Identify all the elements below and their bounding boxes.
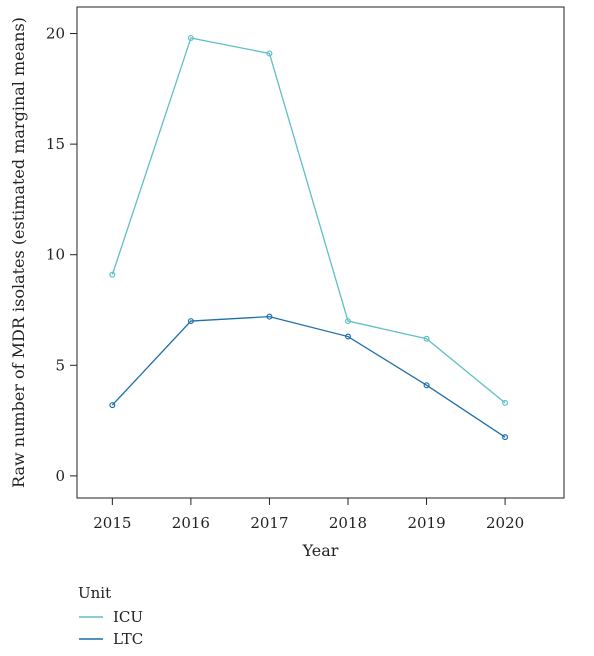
data-point-ltc xyxy=(502,434,509,441)
data-point-icu xyxy=(109,271,116,278)
x-axis: 2015 2016 2017 2018 2019 2020 xyxy=(93,498,524,532)
legend-title: Unit xyxy=(78,584,111,602)
legend-label-icu: ICU xyxy=(113,608,143,626)
x-axis-title: Year xyxy=(302,541,339,560)
series-layer xyxy=(109,34,509,441)
y-tick-label: 10 xyxy=(46,246,65,264)
data-point-icu xyxy=(344,318,351,325)
y-tick-label: 20 xyxy=(46,25,65,43)
y-tick-label: 5 xyxy=(55,356,65,374)
data-point-ltc xyxy=(266,313,273,320)
data-point-ltc xyxy=(187,318,194,325)
data-point-icu xyxy=(187,34,194,41)
legend: Unit ICU LTC xyxy=(78,584,143,648)
y-axis-title: Raw number of MDR isolates (estimated ma… xyxy=(9,17,28,488)
data-point-icu xyxy=(266,50,273,57)
x-tick-label: 2020 xyxy=(486,514,524,532)
x-tick-label: 2016 xyxy=(172,514,210,532)
y-tick-label: 0 xyxy=(55,467,65,485)
y-tick-label: 15 xyxy=(46,135,65,153)
data-point-icu xyxy=(502,399,509,406)
legend-label-ltc: LTC xyxy=(113,630,143,648)
series-line-ltc xyxy=(111,315,506,438)
x-tick-label: 2019 xyxy=(407,514,445,532)
plot-frame xyxy=(76,6,565,499)
x-tick-label: 2018 xyxy=(329,514,367,532)
data-point-ltc xyxy=(344,333,351,340)
x-tick-label: 2015 xyxy=(93,514,131,532)
data-point-ltc xyxy=(423,382,430,389)
x-tick-label: 2017 xyxy=(250,514,288,532)
y-axis: 0 5 10 15 20 xyxy=(46,25,77,485)
data-point-ltc xyxy=(109,402,116,409)
data-point-icu xyxy=(423,335,430,342)
series-line-icu xyxy=(111,37,506,404)
